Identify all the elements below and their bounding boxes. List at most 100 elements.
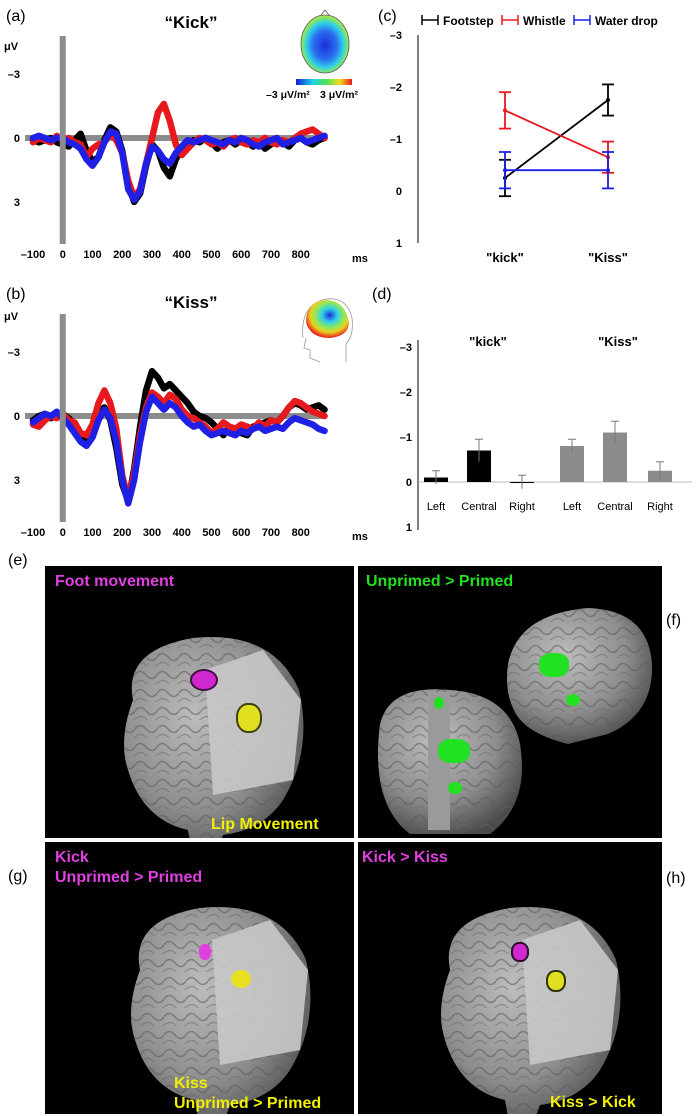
x-tick-label: –100	[21, 527, 45, 539]
y-tick-label: –1	[390, 134, 402, 146]
bar-label: Right	[647, 501, 673, 513]
x-tick-label: 500	[202, 249, 220, 261]
y-unit-label: μV	[4, 41, 19, 53]
data-point	[503, 168, 507, 173]
kiss-gt-kick-activation	[546, 970, 566, 992]
activation-cluster	[448, 782, 462, 794]
panel-label-a: (a)	[6, 8, 26, 25]
series-line-water-drop	[29, 393, 328, 507]
bar-label: Right	[509, 501, 535, 513]
panel-label-d: (d)	[372, 286, 392, 303]
series-line	[504, 109, 609, 159]
panel-label-f: (f)	[666, 612, 682, 629]
y-tick-label: –3	[400, 342, 412, 354]
label-kick: Kick	[55, 849, 89, 866]
brain-panel-h: Kick > Kiss Kiss > Kick	[358, 842, 662, 1114]
activation-cluster	[539, 653, 569, 677]
chart-title: “Kick”	[165, 13, 218, 32]
bar-label: Central	[461, 501, 496, 513]
kiss-activation	[231, 970, 251, 988]
panel-label-b: (b)	[6, 286, 26, 303]
brain-render	[441, 907, 621, 1114]
erp-chart-kiss: “Kiss” μV ms –3 0 3 –100 0 100 200 300 400 500 600…	[4, 293, 368, 543]
y-tick-label: 0	[396, 186, 402, 198]
x-tick-label: 100	[83, 249, 101, 261]
label-kiss: Kiss	[174, 1075, 208, 1092]
label-unprimed-primed: Unprimed > Primed	[366, 573, 514, 590]
brain-render	[131, 907, 311, 1114]
brain-panel-f: Unprimed > Primed	[358, 566, 662, 838]
stimulus-onset-bar	[59, 314, 66, 522]
data-point	[606, 168, 610, 173]
brain-panel-g: Kick Unprimed > Primed Kiss Unprimed > P…	[45, 842, 354, 1114]
y-tick-label: 3	[14, 475, 20, 487]
y-tick-label: 1	[396, 238, 402, 250]
legend-water-drop: Water drop	[595, 14, 658, 28]
x-unit-label: ms	[352, 253, 368, 265]
bar-label: Left	[427, 501, 445, 513]
activation-cluster	[434, 697, 444, 709]
x-tick-label: 600	[232, 527, 250, 539]
x-tick-label: 200	[113, 527, 131, 539]
y-tick-label: 0	[14, 411, 20, 423]
x-tick-label: 300	[143, 527, 161, 539]
x-tick-label: 700	[262, 249, 280, 261]
x-tick-label: –100	[21, 249, 45, 261]
y-tick-label: –3	[390, 30, 402, 42]
y-tick-label: 3	[14, 197, 20, 209]
x-unit-label: ms	[352, 531, 368, 543]
colorbar	[296, 79, 352, 85]
bar-label: Central	[597, 501, 632, 513]
brain-panel-e: Foot movement Lip Movement	[45, 566, 354, 838]
label-kiss-unprimed-primed: Unprimed > Primed	[174, 1095, 322, 1112]
y-tick-label: –2	[390, 82, 402, 94]
legend-footstep: Footstep	[443, 14, 494, 28]
x-tick-label: 500	[202, 527, 220, 539]
activation-cluster	[438, 739, 470, 763]
kick-gt-kiss-activation	[511, 942, 529, 962]
x-tick-label: 0	[60, 249, 66, 261]
group-label-kiss: "Kiss"	[598, 334, 638, 349]
y-tick-label: –2	[400, 387, 412, 399]
y-tick-label: –1	[400, 432, 412, 444]
y-tick-label: –3	[8, 69, 20, 81]
x-tick-label: 400	[173, 249, 191, 261]
x-tick-label: 100	[83, 527, 101, 539]
series-line	[504, 99, 609, 179]
head-topography-icon	[302, 298, 353, 363]
y-tick-label: 1	[406, 522, 412, 534]
panel-label-g: (g)	[8, 868, 28, 885]
chart-title: “Kiss”	[165, 293, 218, 312]
y-unit-label: μV	[4, 311, 19, 323]
brain-render	[378, 608, 653, 834]
y-tick-label: 0	[14, 133, 20, 145]
panel-label-e: (e)	[8, 552, 28, 569]
interaction-plot: Footstep Whistle Water drop –3 –2 –1 0 1 "kic…	[390, 14, 658, 265]
label-lip-movement: Lip Movement	[211, 816, 319, 833]
label-foot-movement: Foot movement	[55, 573, 175, 590]
activation-cluster	[566, 694, 580, 706]
lip-movement-activation	[236, 703, 262, 733]
series-line-whistle	[29, 387, 328, 503]
y-tick-label: –3	[8, 347, 20, 359]
x-category-label: "kick"	[486, 250, 524, 265]
stimulus-onset-bar	[59, 36, 66, 244]
x-tick-label: 400	[173, 527, 191, 539]
x-tick-label: 800	[292, 249, 310, 261]
x-tick-label: 600	[232, 249, 250, 261]
label-kiss-gt-kick: Kiss > Kick	[550, 1094, 636, 1111]
data-point	[606, 98, 610, 102]
x-tick-label: 300	[143, 249, 161, 261]
x-category-label: "Kiss"	[588, 250, 628, 265]
label-kick-unprimed-primed: Unprimed > Primed	[55, 869, 203, 886]
group-label-kick: "kick"	[469, 334, 507, 349]
brain-render	[124, 637, 304, 838]
bar-label: Left	[563, 501, 581, 513]
colorbar-max-label: 3 μV/m²	[320, 89, 358, 101]
x-tick-label: 800	[292, 527, 310, 539]
legend: Footstep Whistle Water drop	[421, 14, 658, 28]
x-tick-label: 200	[113, 249, 131, 261]
x-tick-label: 700	[262, 527, 280, 539]
kick-activation	[199, 944, 211, 960]
legend-whistle: Whistle	[523, 14, 566, 28]
